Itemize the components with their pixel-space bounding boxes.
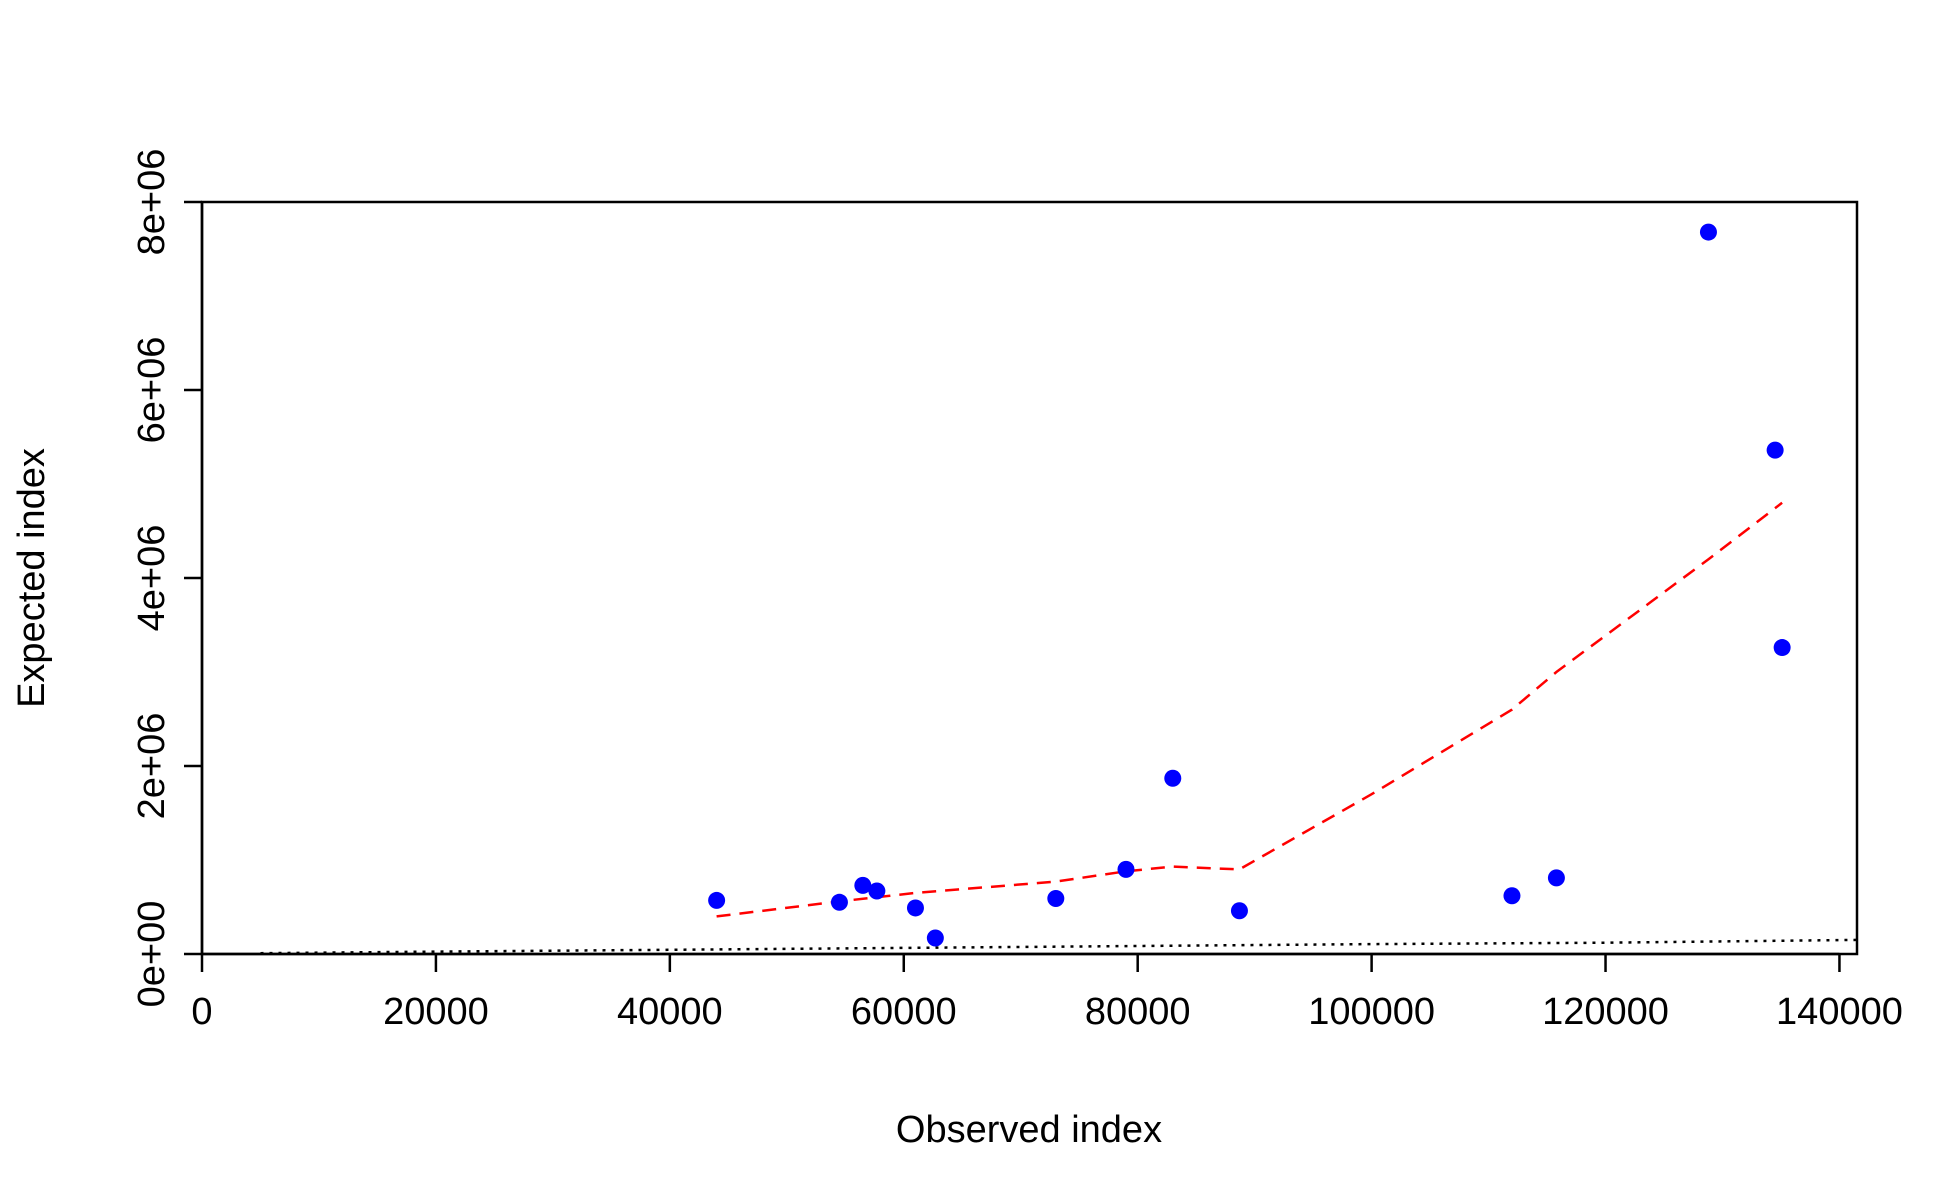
dotted-reference-line [260, 938, 1858, 955]
data-point [926, 929, 944, 947]
y-tick-label: 6e+06 [131, 337, 173, 444]
dashed-trend-line [716, 501, 1783, 918]
x-tick-label: 80000 [1085, 991, 1191, 1033]
data-point [1230, 902, 1248, 920]
x-axis-label: Observed index [896, 1109, 1162, 1151]
x-tick-label: 100000 [1308, 991, 1435, 1033]
y-tick-label: 8e+06 [131, 149, 173, 256]
line-layer [260, 501, 1858, 955]
point-layer [708, 223, 1791, 947]
y-tick-label: 0e+00 [131, 901, 173, 1008]
y-axis: 0e+00 2e+06 4e+06 6e+06 8e+06 [131, 149, 204, 1008]
data-point [1699, 223, 1717, 241]
data-point [1164, 769, 1182, 787]
data-point [854, 876, 872, 894]
data-point [1047, 890, 1065, 908]
y-tick-label: 2e+06 [131, 713, 173, 820]
y-tick-label: 4e+06 [131, 525, 173, 632]
x-tick-label: 0 [191, 991, 212, 1033]
data-point [830, 893, 848, 911]
x-axis: 0 20000 40000 60000 80000 100000 120000 140000 [191, 952, 1903, 1033]
plot-frame [200, 200, 1859, 956]
data-point [906, 899, 924, 917]
data-point [1773, 639, 1791, 657]
data-point [708, 891, 726, 909]
x-tick-label: 20000 [383, 991, 489, 1033]
data-point [1766, 441, 1784, 459]
data-point [1547, 869, 1565, 887]
data-point [1117, 860, 1135, 878]
x-tick-label: 120000 [1542, 991, 1669, 1033]
data-point [1503, 887, 1521, 905]
x-tick-label: 140000 [1776, 991, 1903, 1033]
data-point [868, 882, 886, 900]
x-tick-label: 40000 [617, 991, 723, 1033]
y-axis-label: Expected index [11, 448, 53, 708]
x-tick-label: 60000 [851, 991, 957, 1033]
